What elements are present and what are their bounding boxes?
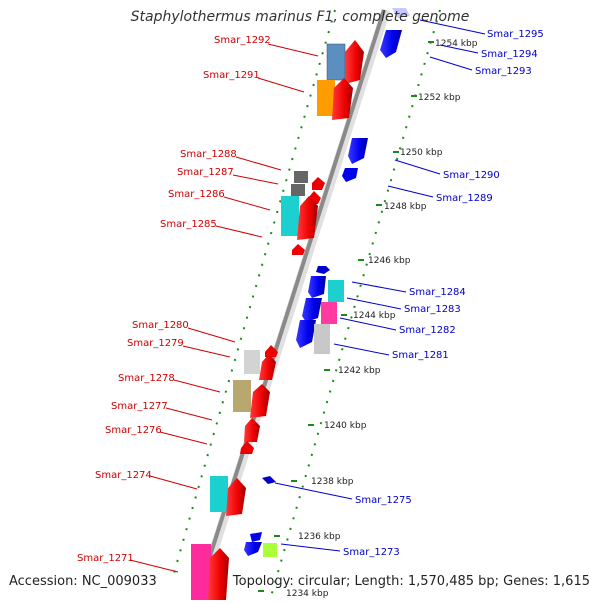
gene-label-smar-1286[interactable]: Smar_1286	[168, 189, 225, 200]
gene-label-smar-1289[interactable]: Smar_1289	[436, 193, 493, 204]
kbp-ticks: 1254 kbp 1252 kbp 1250 kbp 1248 kbp 1246…	[258, 39, 478, 599]
gene-label-smar-1291[interactable]: Smar_1291	[203, 70, 260, 81]
gene-label-smar-1280[interactable]: Smar_1280	[132, 320, 189, 331]
gene-smar-1279-arrow[interactable]	[259, 354, 276, 380]
tick-label: 1246 kbp	[368, 256, 411, 266]
gene-smar-1274-arrow[interactable]	[226, 478, 246, 516]
gene-label-smar-1283[interactable]: Smar_1283	[404, 304, 461, 315]
gene-smar-1282-block[interactable]	[321, 302, 337, 324]
tick-label: 1234 kbp	[286, 589, 329, 599]
gene-label-smar-1279[interactable]: Smar_1279	[127, 338, 184, 349]
forward-genes[interactable]	[191, 40, 364, 600]
genome-title: Staphylothermus marinus F1, complete gen…	[130, 9, 470, 25]
gene-smar-1274-block[interactable]	[210, 476, 228, 512]
tick-label: 1252 kbp	[418, 93, 461, 103]
gene-smar-1284-block[interactable]	[328, 280, 344, 302]
gene-label-smar-1282[interactable]: Smar_1282	[399, 325, 456, 336]
gene-label-smar-1287[interactable]: Smar_1287	[177, 167, 234, 178]
gene-smar-1292-block[interactable]	[326, 43, 346, 81]
accession-text: Accession: NC_009033	[9, 574, 157, 589]
gene-smar-1280-block[interactable]	[244, 350, 260, 374]
topology-text: Topology: circular; Length: 1,570,485 bp…	[232, 574, 590, 589]
gene-smar-1271-block[interactable]	[191, 544, 211, 600]
gene-smar-1280-arrow[interactable]	[265, 345, 278, 357]
gene-label-smar-1290[interactable]: Smar_1290	[443, 170, 500, 181]
gene-label-smar-1274[interactable]: Smar_1274	[95, 470, 152, 481]
gene-label-smar-1273[interactable]: Smar_1273	[343, 547, 400, 558]
tick-label: 1244 kbp	[353, 311, 396, 321]
gene-label-smar-1276[interactable]: Smar_1276	[105, 425, 162, 436]
gene-smar-1284-arrow[interactable]	[308, 276, 326, 298]
gene-smar-1294-arrow[interactable]	[380, 30, 402, 58]
gene-smar-1287-block[interactable]	[291, 184, 305, 196]
gene-label-smar-1275[interactable]: Smar_1275	[355, 495, 412, 506]
gene-smar-1290-arrow[interactable]	[348, 138, 368, 164]
gene-label-smar-1294[interactable]: Smar_1294	[481, 49, 538, 60]
gene-smar-1295-arrow[interactable]	[392, 8, 410, 18]
gene-smar-1278-arrow[interactable]	[250, 384, 270, 418]
gene-smar-1284-small[interactable]	[316, 266, 330, 274]
gene-label-smar-1284[interactable]: Smar_1284	[409, 287, 466, 298]
gene-smar-1283-arrow[interactable]	[302, 298, 322, 322]
gene-smar-1273-arrow[interactable]	[250, 532, 262, 542]
gene-smar-1291-arrow[interactable]	[332, 78, 353, 120]
forward-gene-labels[interactable]: Smar_1292 Smar_1291 Smar_1288 Smar_1287 …	[77, 35, 319, 573]
gene-smar-1286-block[interactable]	[281, 196, 299, 236]
gene-smar-1292-arrow[interactable]	[345, 40, 364, 84]
reverse-genes[interactable]	[244, 8, 410, 557]
tick-label: 1254 kbp	[435, 39, 478, 49]
tick-label: 1238 kbp	[311, 477, 354, 487]
reverse-gene-labels[interactable]: Smar_1295 Smar_1294 Smar_1293 Smar_1290 …	[274, 19, 544, 558]
gene-smar-1275-arrow[interactable]	[262, 476, 276, 484]
gene-label-smar-1288[interactable]: Smar_1288	[180, 149, 237, 160]
gene-smar-1273-block[interactable]	[263, 543, 277, 557]
tick-label: 1240 kbp	[324, 421, 367, 431]
gene-label-smar-1281[interactable]: Smar_1281	[392, 350, 449, 361]
tick-label: 1236 kbp	[298, 532, 341, 542]
gene-label-smar-1271[interactable]: Smar_1271	[77, 553, 134, 564]
tick-label: 1248 kbp	[384, 202, 427, 212]
gene-label-smar-1278[interactable]: Smar_1278	[118, 373, 175, 384]
gene-label-smar-1277[interactable]: Smar_1277	[111, 401, 168, 412]
gene-smar-1277-arrow[interactable]	[244, 418, 260, 442]
gene-smar-1278-block[interactable]	[233, 380, 251, 412]
gene-smar-1286-arrow[interactable]	[297, 196, 318, 240]
gene-smar-1276-arrow[interactable]	[240, 441, 254, 454]
gene-label-smar-1293[interactable]: Smar_1293	[475, 66, 532, 77]
tick-label: 1250 kbp	[400, 148, 443, 158]
tick-label: 1242 kbp	[338, 366, 381, 376]
gene-label-smar-1292[interactable]: Smar_1292	[214, 35, 271, 46]
gene-smar-1289-arrow[interactable]	[342, 168, 358, 182]
gene-smar-1281-block[interactable]	[314, 324, 330, 354]
gene-smar-1285-arrow[interactable]	[292, 244, 305, 255]
gene-smar-1271-arrow[interactable]	[208, 548, 229, 600]
gene-label-smar-1295[interactable]: Smar_1295	[487, 29, 544, 40]
gene-smar-1273-arrow-2[interactable]	[244, 542, 262, 556]
gene-label-smar-1285[interactable]: Smar_1285	[160, 219, 217, 230]
gene-smar-1281-arrow[interactable]	[296, 320, 316, 348]
gene-smar-1291-block[interactable]	[317, 80, 335, 116]
gene-smar-1288-arrow[interactable]	[312, 177, 325, 190]
gene-smar-1288-block[interactable]	[294, 171, 308, 183]
